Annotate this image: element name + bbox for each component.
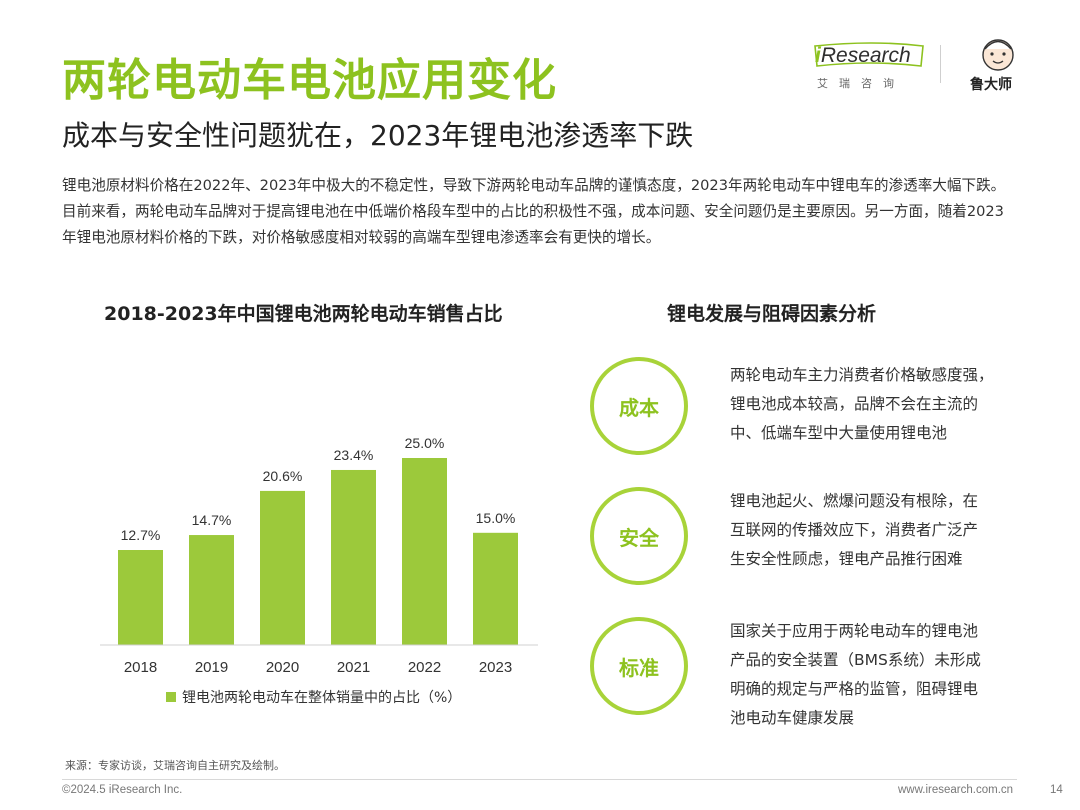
ludashi-logo: 鲁大师	[968, 34, 1028, 94]
legend-swatch	[166, 692, 176, 702]
data-label-2023: 15.0%	[476, 510, 516, 526]
data-label-2019: 14.7%	[192, 512, 232, 528]
iresearch-logo: iResearch 艾瑞咨询	[805, 38, 930, 94]
bar-2019	[189, 535, 234, 645]
logo-divider	[940, 45, 941, 83]
page-title: 两轮电动车电池应用变化	[62, 55, 557, 106]
bar-2021	[331, 469, 376, 645]
ludashi-name: 鲁大师	[970, 77, 1012, 93]
data-label-2020: 20.6%	[263, 468, 303, 484]
bar-chart: 12.7% 2018 14.7% 2019 20.6% 2020 23.4% 2021 25.0…	[100, 435, 538, 706]
bar-2023	[473, 532, 518, 645]
ludashi-mascot-icon	[982, 39, 1014, 71]
bar-2018	[118, 550, 163, 645]
x-tick-2019: 2019	[195, 659, 228, 676]
legend-label: 锂电池两轮电动车在整体销量中的占比（%）	[182, 689, 461, 706]
factor-cost: 成本 两轮电动车主力消费者价格敏感度强， 锂电池成本较高，品牌不会在主流的 中、…	[590, 353, 1030, 473]
source-note: 来源：专家访谈，艾瑞咨询自主研究及绘制。	[65, 759, 285, 772]
factor-ring: 安全	[590, 487, 688, 585]
factor-label: 标准	[619, 655, 659, 680]
factor-description: 锂电池起火、燃爆问题没有根除，在 互联网的传播效应下，消费者广泛产 生安全性顾虑…	[730, 492, 979, 568]
analysis-title: 锂电发展与阻碍因素分析	[667, 303, 877, 325]
bar-2020	[260, 490, 305, 645]
page-number: 14	[1050, 784, 1063, 796]
factor-standard: 标准 国家关于应用于两轮电动车的锂电池 产品的安全装置（BMS系统）未形成 明确…	[590, 613, 1030, 733]
factor-description: 国家关于应用于两轮电动车的锂电池 产品的安全装置（BMS系统）未形成 明确的规定…	[730, 622, 981, 727]
factor-safety: 安全 锂电池起火、燃爆问题没有根除，在 互联网的传播效应下，消费者广泛产 生安全…	[590, 483, 1030, 603]
iresearch-wordmark: iResearch	[815, 44, 911, 67]
chart-title: 2018-2023年中国锂电池两轮电动车销售占比	[104, 303, 503, 325]
factor-label: 成本	[619, 395, 659, 420]
factor-ring: 成本	[590, 357, 688, 455]
page-subtitle: 成本与安全性问题犹在，2023年锂电池渗透率下跌	[62, 119, 694, 152]
x-tick-2022: 2022	[408, 659, 441, 676]
footer-divider	[62, 779, 1017, 780]
factor-label: 安全	[619, 525, 659, 550]
factor-ring: 标准	[590, 617, 688, 715]
x-tick-2018: 2018	[124, 659, 157, 676]
x-tick-2021: 2021	[337, 659, 370, 676]
bar-2022	[402, 458, 447, 645]
iresearch-swoosh-icon	[814, 42, 924, 67]
iresearch-cn-name: 艾瑞咨询	[817, 77, 905, 90]
factor-description: 两轮电动车主力消费者价格敏感度强， 锂电池成本较高，品牌不会在主流的 中、低端车…	[730, 366, 994, 442]
intro-paragraph: 锂电池原材料价格在2022年、2023年中极大的不稳定性，导致下游两轮电动车品牌…	[62, 177, 1006, 246]
x-tick-2023: 2023	[479, 659, 512, 676]
website-link[interactable]: www.iresearch.com.cn	[898, 784, 1014, 796]
data-label-2021: 23.4%	[334, 447, 374, 463]
data-label-2022: 25.0%	[405, 435, 445, 451]
data-label-2018: 12.7%	[121, 527, 161, 543]
x-tick-2020: 2020	[266, 659, 299, 676]
copyright: ©2024.5 iResearch Inc.	[62, 784, 183, 796]
